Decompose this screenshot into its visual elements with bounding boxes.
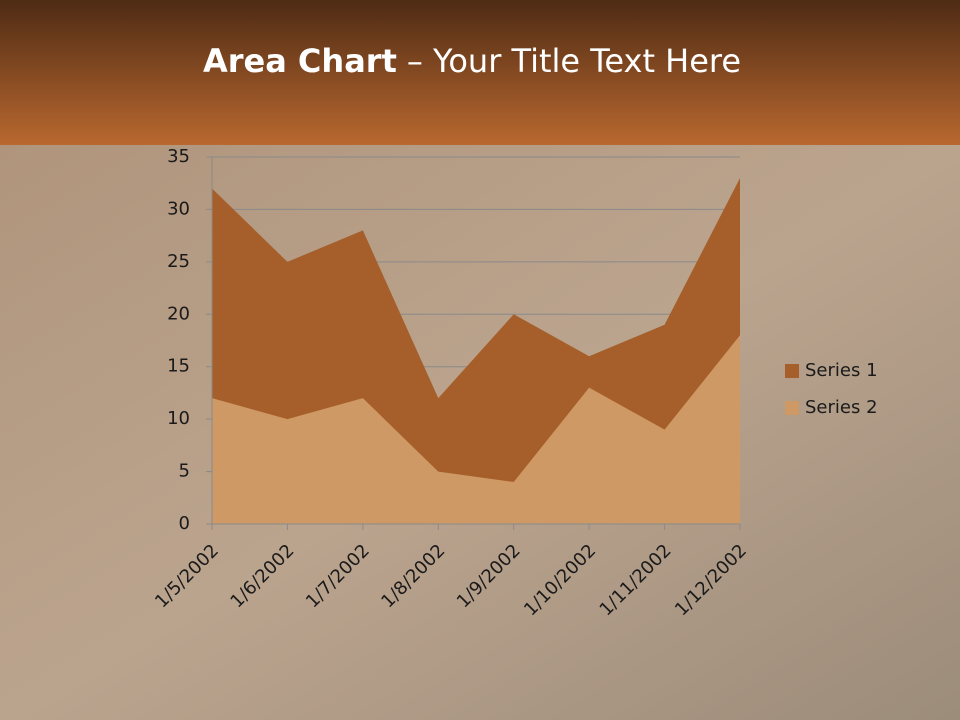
y-tick-label: 35 (167, 146, 190, 167)
header (0, 0, 960, 145)
y-tick-label: 20 (167, 303, 190, 324)
y-tick-label: 30 (167, 198, 190, 219)
y-tick-label: 25 (167, 251, 190, 272)
legend-swatch (785, 401, 799, 415)
slide-title: Area Chart – Your Title Text Here (203, 42, 741, 80)
legend-swatch (785, 364, 799, 378)
title-rest: – Your Title Text Here (407, 42, 741, 80)
y-tick-label: 5 (179, 461, 190, 482)
legend-label: Series 1 (805, 360, 878, 381)
legend-label: Series 2 (805, 397, 878, 418)
y-tick-label: 0 (179, 513, 190, 534)
y-tick-label: 10 (167, 408, 190, 429)
y-tick-label: 15 (167, 356, 190, 377)
title-bold: Area Chart (203, 42, 397, 80)
area (212, 335, 740, 524)
